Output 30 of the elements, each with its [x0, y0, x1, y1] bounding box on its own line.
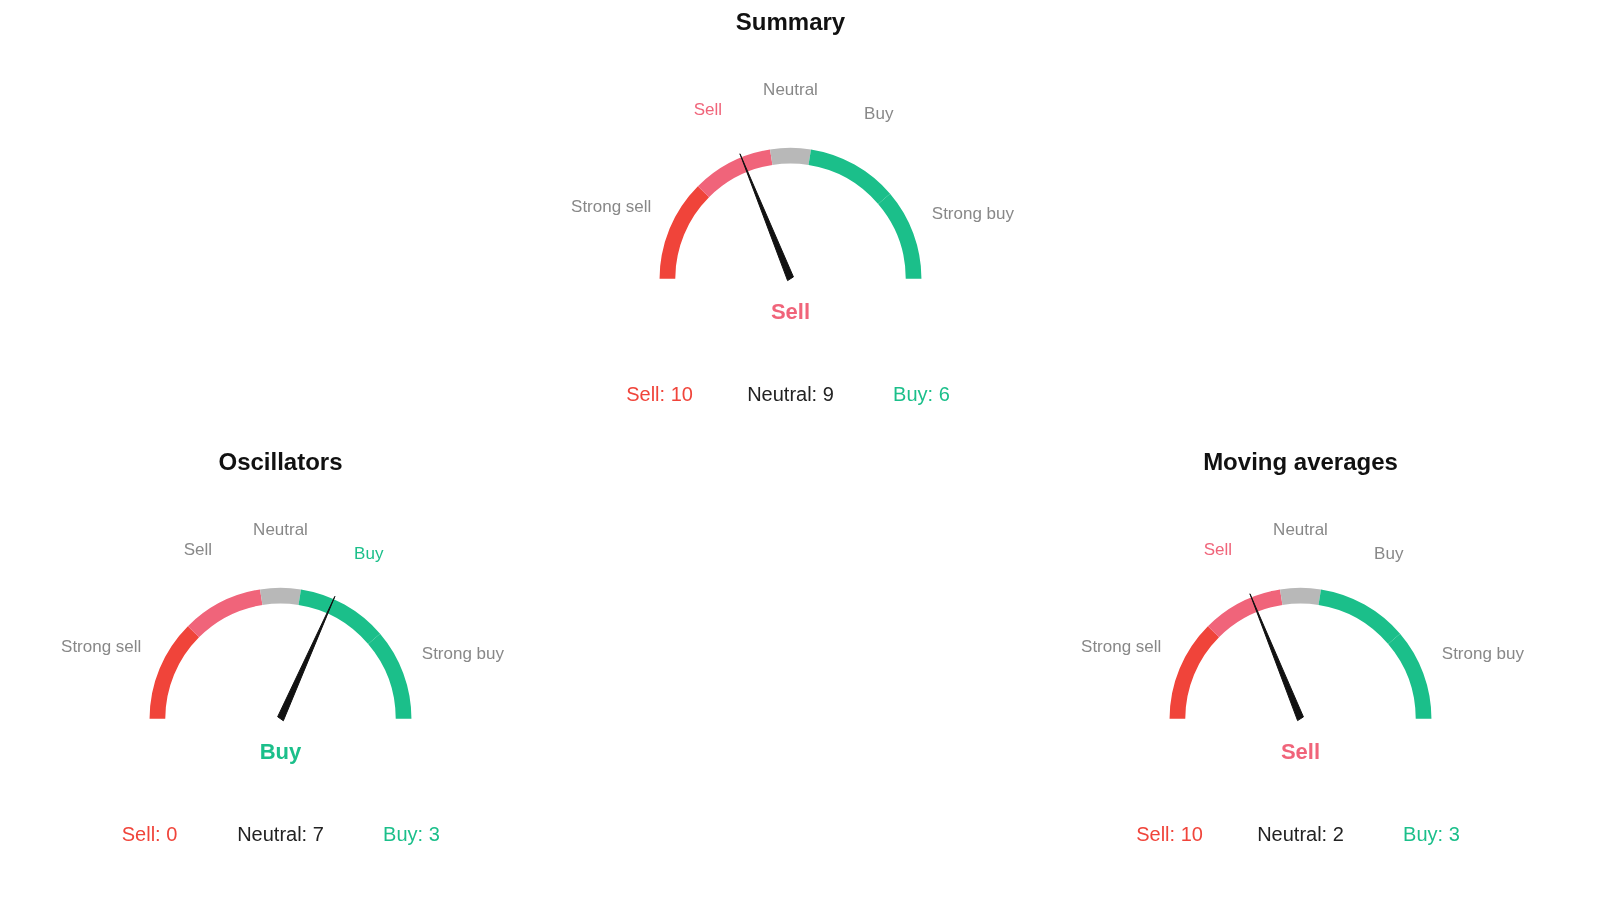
slice-label: Strong buy: [931, 203, 1015, 223]
slice-label: Sell: [183, 540, 213, 560]
text: Buy: [259, 739, 303, 765]
slice-label: Strong buy: [1441, 643, 1525, 663]
text: Buy: 3: [1403, 823, 1460, 846]
chart-title: Moving averages: [1203, 447, 1398, 475]
slice-label: Sell: [693, 100, 723, 120]
text: Sell: 0: [121, 823, 178, 846]
text: Sell: 10: [626, 383, 693, 406]
text: Buy: 6: [893, 383, 950, 406]
slice-label: Strong buy: [421, 643, 505, 663]
text: Sell: 10: [1136, 823, 1203, 846]
text: Neutral: 7: [237, 823, 324, 846]
slice-label: Strong sell: [571, 196, 652, 216]
slice-label: Buy: [864, 103, 894, 123]
chart-title: Oscillators: [218, 447, 343, 475]
slice-label: Buy: [354, 543, 384, 563]
text: Sell: [770, 299, 811, 325]
slice-label: Neutral: [253, 519, 308, 539]
text: Sell: [1280, 739, 1321, 765]
text: Buy: 3: [383, 823, 440, 846]
slice-label: Neutral: [763, 79, 818, 99]
slice-label: Strong sell: [1081, 636, 1162, 656]
chart-title: Summary: [735, 7, 846, 35]
slice-label: Buy: [1374, 543, 1404, 563]
slice-label: Neutral: [1273, 519, 1328, 539]
slice-label: Sell: [1203, 540, 1233, 560]
slice-label: Strong sell: [61, 636, 142, 656]
text: Neutral: 2: [1257, 823, 1344, 846]
text: Neutral: 9: [747, 383, 834, 406]
